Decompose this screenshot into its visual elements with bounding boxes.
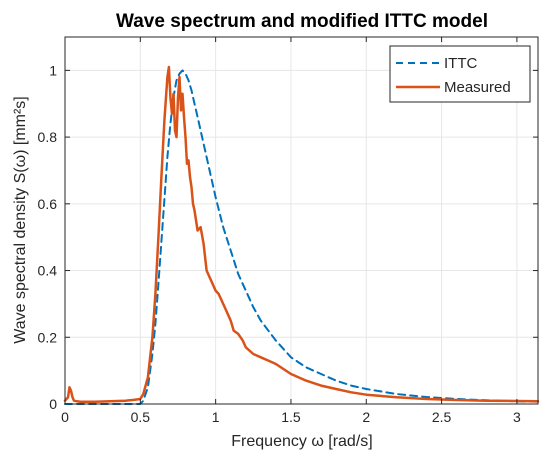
y-tick-label: 0.2 [38,329,58,345]
y-tick-label: 1 [49,62,57,78]
series-line-measured [63,65,540,403]
ticks [64,37,538,405]
series-line-ittc [64,69,539,405]
x-tick-label: 1 [212,409,220,425]
x-tick-label: 1.5 [281,409,301,425]
series-group [63,65,540,405]
legend: ITTC Measured [389,45,531,103]
y-tick-label: 0 [49,396,57,412]
x-tick-label: 3 [513,409,521,425]
y-tick-label: 0.8 [38,129,58,145]
y-tick-label: 0.6 [38,196,58,212]
y-tick-labels: 0 0.2 0.4 0.6 0.8 1 [38,62,58,412]
x-tick-label: 2 [362,409,370,425]
plot-frame [64,36,539,405]
x-tick-label: 0 [61,409,69,425]
legend-label-ittc: ITTC [444,55,477,72]
x-tick-labels: 0 0.5 1 1.5 2 2.5 3 [61,409,521,425]
y-axis-label: Wave spectral density S(ω) [mm²s] [12,96,29,344]
y-tick-label: 0.4 [38,263,58,279]
x-tick-label: 2.5 [432,409,452,425]
legend-box [389,45,531,103]
legend-label-measured: Measured [444,79,511,96]
chart-title: Wave spectrum and modified ITTC model [116,11,488,32]
x-tick-label: 0.5 [131,409,151,425]
x-axis-label: Frequency ω [rad/s] [231,433,372,450]
